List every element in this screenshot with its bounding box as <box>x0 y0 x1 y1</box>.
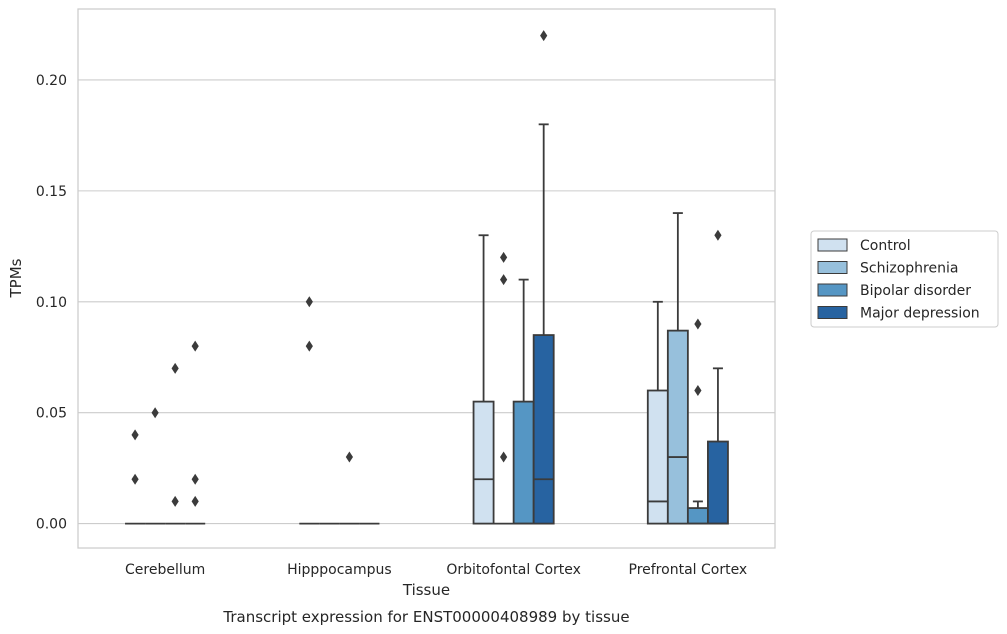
box-iqr <box>512 400 535 525</box>
plot-frame <box>77 8 776 549</box>
x-tick-label: Orbitofontal Cortex <box>446 562 581 578</box>
outlier-point <box>305 296 313 308</box>
y-tick-label: 0.10 <box>36 295 67 311</box>
outlier-point <box>171 495 179 507</box>
legend-swatch <box>817 238 848 252</box>
legend-swatch <box>817 283 848 297</box>
legend-frame <box>810 230 999 328</box>
outlier-point <box>171 362 179 374</box>
outlier-point <box>500 451 508 463</box>
box-control <box>299 296 320 525</box>
legend-entry: Control <box>817 238 911 254</box>
legend-label: Schizophrenia <box>860 261 958 277</box>
outlier-point <box>191 473 199 485</box>
legend: Control Schizophrenia Bipolar disorder Majo… <box>810 230 999 328</box>
outlier-point <box>191 340 199 352</box>
y-tick-label: 0.05 <box>36 406 67 422</box>
legend-swatch <box>817 261 848 274</box>
legend-label: Major depression <box>860 306 980 322</box>
box-iqr <box>707 440 729 525</box>
legend-entry: Schizophrenia <box>817 261 958 277</box>
outlier-point <box>714 229 722 241</box>
legend-swatch <box>817 306 848 319</box>
x-axis-label: Tissue <box>402 581 450 599</box>
legend-entry: Bipolar disorder <box>817 283 971 299</box>
legend-label: Bipolar disorder <box>860 283 971 299</box>
box-control <box>125 429 146 525</box>
box-bipolar-disorder <box>512 278 535 525</box>
box-major-depression <box>185 340 206 525</box>
y-tick-label: 0.20 <box>36 73 67 89</box>
outlier-point <box>151 407 159 419</box>
box-schizophrenia <box>493 251 514 525</box>
box-iqr <box>666 329 689 525</box>
box-control <box>472 234 495 525</box>
figure-caption: Transcript expression for ENST0000040898… <box>222 608 629 626</box>
box-iqr <box>532 334 555 525</box>
box-major-depression <box>707 229 729 525</box>
box-bipolar-disorder <box>686 318 709 525</box>
legend-entry: Major depression <box>817 306 980 322</box>
box-iqr <box>472 400 495 525</box>
box-bipolar-disorder <box>165 362 186 525</box>
outlier-point <box>345 451 353 463</box>
box-schizophrenia <box>145 407 166 525</box>
x-tick-labels: Cerebellum Hipppocampus Orbitofontal Corte… <box>125 562 747 578</box>
y-tick-label: 0.00 <box>36 517 67 533</box>
x-tick-label: Hipppocampus <box>287 562 392 578</box>
y-tick-label: 0.15 <box>36 184 67 200</box>
outlier-point <box>305 340 313 352</box>
outlier-point <box>694 318 702 330</box>
outlier-point <box>191 495 199 507</box>
outlier-point <box>500 251 508 263</box>
x-tick-label: Prefrontal Cortex <box>629 562 748 578</box>
box-iqr <box>646 389 669 525</box>
y-tick-labels: 0.00 0.05 0.10 0.15 0.20 <box>36 73 67 533</box>
x-tick-label: Cerebellum <box>125 562 205 578</box>
box-major-depression <box>532 30 555 525</box>
y-axis-label: TPMs <box>7 258 25 298</box>
boxes <box>125 30 729 525</box>
outlier-point <box>500 274 508 286</box>
legend-label: Control <box>860 238 911 254</box>
outlier-point <box>540 30 548 42</box>
box-iqr <box>686 507 709 525</box>
box-control <box>646 300 669 525</box>
outlier-point <box>694 385 702 397</box>
box-bipolar-disorder <box>339 451 360 525</box>
outlier-point <box>131 429 139 441</box>
box-schizophrenia <box>666 212 689 525</box>
outlier-point <box>131 473 139 485</box>
